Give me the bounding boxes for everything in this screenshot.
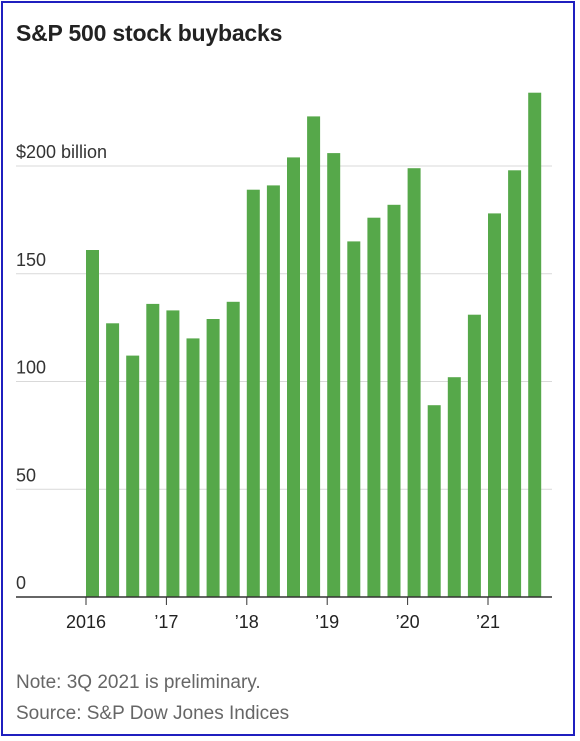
bar [307,116,321,598]
bar [367,217,381,597]
bar [266,185,280,597]
bar [287,157,300,597]
bar [166,310,180,597]
y-tick-label: 100 [16,358,46,378]
bars [86,92,542,598]
chart-note: Note: 3Q 2021 is preliminary. [16,672,261,693]
x-axis: 2016 ’17 ’18 ’19 ’20 ’21 [16,596,552,632]
bar [206,319,220,597]
x-tick-label: ’17 [154,612,178,632]
bar [327,153,341,597]
bar [146,303,160,597]
x-tick-label: ’21 [476,612,500,632]
bar [246,189,260,597]
bar [407,168,421,597]
bar [86,250,99,597]
bar [347,241,361,597]
x-tick-label: 2016 [66,612,106,632]
chart-source: Source: S&P Dow Jones Indices [16,703,290,724]
bar [508,170,522,598]
x-tick-label: ’18 [235,612,259,632]
chart-title: S&P 500 stock buybacks [16,20,283,46]
x-tick-label: ’19 [315,612,339,632]
bar [126,355,140,597]
bar [186,338,200,597]
bar [427,405,441,597]
bar [528,92,542,597]
bar [467,314,481,597]
bar-chart: 0 50 100 150 $200 billion 2016 ’17 ’18 ’19 ’20 ’2… [16,92,552,632]
y-tick-label: $200 billion [16,142,107,162]
y-tick-label: 150 [16,250,46,270]
bar [106,323,120,597]
bar [447,377,461,597]
y-tick-label: 50 [16,465,36,485]
x-tick-label: ’20 [396,612,420,632]
y-tick-label: 0 [16,573,26,593]
y-tick-labels: 0 50 100 150 $200 billion [16,142,107,593]
bar [387,204,401,598]
grid-lines [16,165,552,490]
bar [488,213,501,597]
bar [226,301,240,597]
